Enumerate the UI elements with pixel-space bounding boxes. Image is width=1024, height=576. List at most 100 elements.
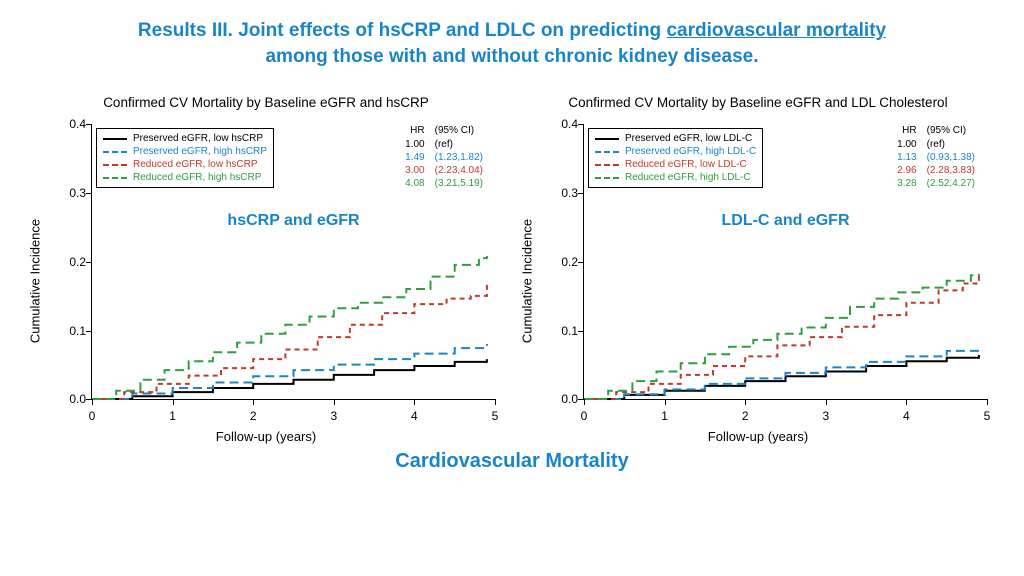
hr-header: HR(95% CI) [397, 124, 483, 138]
x-tick-label: 1 [169, 409, 176, 423]
legend-row: Preserved eGFR, high LDL-C [595, 145, 756, 158]
left-inset-label: hsCRP and eGFR [227, 212, 359, 230]
x-tick [906, 399, 907, 405]
y-tick-label: 0.0 [48, 392, 86, 406]
legend-row: Preserved eGFR, low hsCRP [103, 132, 267, 145]
left-plot-area: Preserved eGFR, low hsCRPPreserved eGFR,… [91, 124, 495, 400]
legend-label: Reduced eGFR, high hsCRP [133, 171, 261, 184]
hr-row: 1.00(ref) [889, 138, 975, 151]
x-tick [92, 399, 93, 405]
left-chart: Confirmed CV Mortality by Baseline eGFR … [29, 95, 503, 446]
right-chart: Confirmed CV Mortality by Baseline eGFR … [521, 95, 995, 446]
legend-swatch [595, 151, 619, 153]
legend-row: Reduced eGFR, high hsCRP [103, 171, 267, 184]
legend-row: Reduced eGFR, low LDL-C [595, 158, 756, 171]
x-tick-label: 5 [492, 409, 499, 423]
left-legend: Preserved eGFR, low hsCRPPreserved eGFR,… [96, 128, 274, 188]
x-tick-label: 4 [411, 409, 418, 423]
series-line [92, 284, 487, 400]
legend-swatch [103, 151, 127, 153]
right-plot-frame: Cumulative Incidence Follow-up (years) P… [521, 116, 995, 446]
legend-label: Preserved eGFR, high LDL-C [625, 145, 756, 158]
legend-label: Reduced eGFR, low hsCRP [133, 158, 258, 171]
legend-swatch [103, 164, 127, 166]
y-tick-label: 0.3 [48, 186, 86, 200]
hr-row: 4.08(3.21,5.19) [397, 177, 483, 190]
legend-row: Reduced eGFR, high LDL-C [595, 171, 756, 184]
y-axis-label: Cumulative Incidence [28, 219, 43, 343]
legend-row: Preserved eGFR, low LDL-C [595, 132, 756, 145]
x-tick [495, 399, 496, 405]
legend-label: Preserved eGFR, high hsCRP [133, 145, 267, 158]
y-tick-label: 0.2 [540, 255, 578, 269]
x-tick-label: 2 [250, 409, 257, 423]
legend-label: Preserved eGFR, low LDL-C [625, 132, 752, 145]
x-tick [414, 399, 415, 405]
y-tick-label: 0.4 [540, 117, 578, 131]
x-tick [173, 399, 174, 405]
y-axis-label: Cumulative Incidence [520, 219, 535, 343]
x-tick-label: 4 [903, 409, 910, 423]
x-axis-label: Follow-up (years) [216, 429, 316, 444]
x-tick [826, 399, 827, 405]
x-tick [745, 399, 746, 405]
hr-row: 2.96(2.28,3.83) [889, 164, 975, 177]
legend-label: Reduced eGFR, low LDL-C [625, 158, 747, 171]
y-tick-label: 0.0 [540, 392, 578, 406]
hr-row: 3.00(2.23,4.04) [397, 164, 483, 177]
legend-swatch [103, 138, 127, 140]
footer-label: Cardiovascular Mortality [0, 450, 1024, 473]
hr-row: 1.49(1.23,1.82) [397, 151, 483, 164]
x-tick-label: 1 [661, 409, 668, 423]
x-tick [253, 399, 254, 405]
right-plot-area: Preserved eGFR, low LDL-CPreserved eGFR,… [583, 124, 987, 400]
left-hr-table: HR(95% CI)1.00(ref)1.49(1.23,1.82)3.00(2… [397, 124, 483, 190]
x-tick [334, 399, 335, 405]
legend-row: Reduced eGFR, low hsCRP [103, 158, 267, 171]
legend-swatch [595, 138, 619, 140]
hr-header: HR(95% CI) [889, 124, 975, 138]
title-underlined: cardiovascular mortality [666, 20, 886, 41]
y-tick [86, 331, 92, 332]
x-tick-label: 0 [89, 409, 96, 423]
hr-row: 3.28(2.52,4.27) [889, 177, 975, 190]
left-plot-frame: Cumulative Incidence Follow-up (years) P… [29, 116, 503, 446]
right-hr-table: HR(95% CI)1.00(ref)1.13(0.93,1.38)2.96(2… [889, 124, 975, 190]
y-tick [578, 331, 584, 332]
x-tick-label: 3 [330, 409, 337, 423]
right-inset-label: LDL-C and eGFR [722, 212, 850, 230]
legend-swatch [595, 177, 619, 179]
x-tick-label: 2 [742, 409, 749, 423]
title-line2: among those with and without chronic kid… [265, 46, 758, 67]
x-tick [987, 399, 988, 405]
y-tick-label: 0.4 [48, 117, 86, 131]
y-tick [578, 124, 584, 125]
x-tick [665, 399, 666, 405]
page-title: Results III. Joint effects of hsCRP and … [0, 0, 1024, 77]
y-tick [86, 124, 92, 125]
left-chart-title: Confirmed CV Mortality by Baseline eGFR … [29, 95, 503, 110]
series-line [92, 256, 487, 399]
x-tick [584, 399, 585, 405]
legend-swatch [103, 177, 127, 179]
legend-label: Reduced eGFR, high LDL-C [625, 171, 751, 184]
title-prefix: Results III. Joint effects of hsCRP and … [138, 20, 667, 41]
legend-swatch [595, 164, 619, 166]
y-tick [86, 262, 92, 263]
y-tick [578, 262, 584, 263]
legend-label: Preserved eGFR, low hsCRP [133, 132, 263, 145]
x-tick-label: 5 [984, 409, 991, 423]
y-tick [578, 193, 584, 194]
legend-row: Preserved eGFR, high hsCRP [103, 145, 267, 158]
hr-row: 1.00(ref) [397, 138, 483, 151]
y-tick-label: 0.1 [540, 324, 578, 338]
charts-row: Confirmed CV Mortality by Baseline eGFR … [0, 77, 1024, 446]
y-tick-label: 0.3 [540, 186, 578, 200]
x-tick-label: 3 [822, 409, 829, 423]
x-axis-label: Follow-up (years) [708, 429, 808, 444]
hr-row: 1.13(0.93,1.38) [889, 151, 975, 164]
y-tick-label: 0.1 [48, 324, 86, 338]
series-line [92, 344, 487, 399]
x-tick-label: 0 [581, 409, 588, 423]
y-tick [86, 193, 92, 194]
